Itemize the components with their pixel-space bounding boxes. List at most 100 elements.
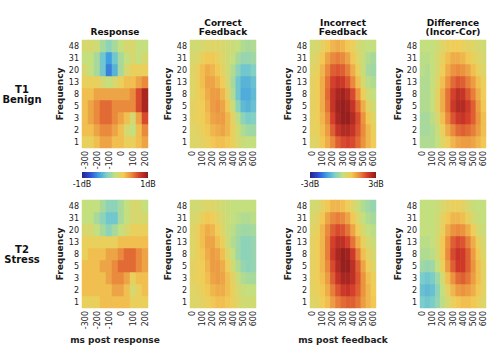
- svg-text:600: 600: [369, 311, 378, 326]
- svg-text:Frequency: Frequency: [283, 68, 293, 121]
- svg-text:0: 0: [188, 311, 197, 316]
- svg-text:500: 500: [359, 311, 368, 326]
- svg-text:Feedback: Feedback: [199, 27, 248, 37]
- svg-text:1: 1: [302, 138, 307, 147]
- svg-text:Frequency: Frequency: [393, 228, 403, 281]
- svg-text:13: 13: [69, 238, 79, 247]
- svg-text:5: 5: [74, 262, 79, 271]
- svg-text:0: 0: [308, 311, 317, 316]
- svg-text:200: 200: [328, 311, 337, 326]
- svg-text:400: 400: [229, 151, 238, 166]
- svg-text:2: 2: [74, 126, 79, 135]
- svg-text:31: 31: [69, 214, 79, 223]
- svg-text:600: 600: [369, 151, 378, 166]
- svg-text:48: 48: [177, 42, 187, 51]
- svg-text:Frequency: Frequency: [55, 228, 65, 281]
- svg-text:-3dB: -3dB: [301, 180, 320, 189]
- svg-text:-300: -300: [81, 151, 90, 169]
- svg-text:13: 13: [297, 238, 307, 247]
- svg-text:500: 500: [469, 311, 478, 326]
- svg-text:200: 200: [208, 151, 217, 166]
- svg-text:100: 100: [129, 151, 138, 166]
- svg-text:8: 8: [74, 250, 79, 259]
- svg-text:5: 5: [302, 102, 307, 111]
- svg-text:200: 200: [438, 151, 447, 166]
- svg-text:31: 31: [297, 54, 307, 63]
- svg-text:5: 5: [74, 102, 79, 111]
- svg-text:1dB: 1dB: [140, 180, 156, 189]
- svg-text:5: 5: [182, 262, 187, 271]
- svg-text:Stress: Stress: [4, 254, 40, 265]
- svg-text:8: 8: [302, 250, 307, 259]
- svg-text:300: 300: [339, 151, 348, 166]
- svg-text:600: 600: [479, 311, 488, 326]
- svg-text:1: 1: [412, 298, 417, 307]
- svg-text:0: 0: [117, 311, 126, 316]
- svg-text:48: 48: [297, 42, 307, 51]
- svg-text:100: 100: [318, 311, 327, 326]
- svg-text:8: 8: [302, 90, 307, 99]
- svg-text:20: 20: [177, 66, 187, 75]
- svg-text:13: 13: [297, 78, 307, 87]
- svg-text:600: 600: [249, 311, 258, 326]
- svg-text:20: 20: [177, 226, 187, 235]
- svg-text:400: 400: [459, 151, 468, 166]
- svg-text:8: 8: [182, 250, 187, 259]
- svg-text:31: 31: [297, 214, 307, 223]
- svg-text:48: 48: [297, 202, 307, 211]
- svg-text:500: 500: [469, 151, 478, 166]
- svg-text:20: 20: [297, 66, 307, 75]
- svg-text:100: 100: [198, 311, 207, 326]
- svg-text:Response: Response: [91, 27, 140, 37]
- svg-text:3: 3: [182, 114, 187, 123]
- svg-text:300: 300: [449, 311, 458, 326]
- svg-text:5: 5: [182, 102, 187, 111]
- svg-text:3: 3: [302, 274, 307, 283]
- svg-text:2: 2: [302, 286, 307, 295]
- svg-text:48: 48: [177, 202, 187, 211]
- svg-text:20: 20: [69, 226, 79, 235]
- svg-text:200: 200: [141, 151, 150, 166]
- svg-text:0: 0: [418, 151, 427, 156]
- svg-text:200: 200: [438, 311, 447, 326]
- svg-text:3: 3: [74, 114, 79, 123]
- svg-text:-200: -200: [93, 311, 102, 329]
- svg-text:100: 100: [198, 151, 207, 166]
- svg-text:100: 100: [318, 151, 327, 166]
- svg-text:1: 1: [412, 138, 417, 147]
- svg-text:400: 400: [229, 311, 238, 326]
- svg-text:13: 13: [69, 78, 79, 87]
- svg-text:13: 13: [177, 78, 187, 87]
- svg-text:-300: -300: [81, 311, 90, 329]
- svg-text:0: 0: [188, 151, 197, 156]
- svg-text:3: 3: [302, 114, 307, 123]
- svg-text:600: 600: [479, 151, 488, 166]
- svg-text:0: 0: [117, 151, 126, 156]
- svg-text:100: 100: [129, 311, 138, 326]
- svg-text:3dB: 3dB: [368, 180, 384, 189]
- svg-text:-100: -100: [105, 311, 114, 329]
- svg-text:48: 48: [407, 42, 417, 51]
- svg-text:2: 2: [412, 126, 417, 135]
- svg-text:1: 1: [182, 298, 187, 307]
- svg-text:200: 200: [328, 151, 337, 166]
- svg-text:20: 20: [297, 226, 307, 235]
- svg-text:13: 13: [177, 238, 187, 247]
- svg-text:31: 31: [177, 214, 187, 223]
- svg-text:400: 400: [349, 151, 358, 166]
- svg-text:(Incor-Cor): (Incor-Cor): [426, 27, 481, 37]
- svg-text:100: 100: [428, 311, 437, 326]
- svg-text:13: 13: [407, 78, 417, 87]
- svg-text:48: 48: [407, 202, 417, 211]
- svg-text:3: 3: [412, 274, 417, 283]
- svg-text:200: 200: [141, 311, 150, 326]
- svg-text:400: 400: [459, 311, 468, 326]
- svg-text:31: 31: [69, 54, 79, 63]
- svg-text:500: 500: [239, 311, 248, 326]
- svg-text:200: 200: [208, 311, 217, 326]
- svg-text:-100: -100: [105, 151, 114, 169]
- svg-text:-200: -200: [93, 151, 102, 169]
- svg-text:8: 8: [74, 90, 79, 99]
- svg-text:48: 48: [69, 42, 79, 51]
- svg-text:Frequency: Frequency: [283, 228, 293, 281]
